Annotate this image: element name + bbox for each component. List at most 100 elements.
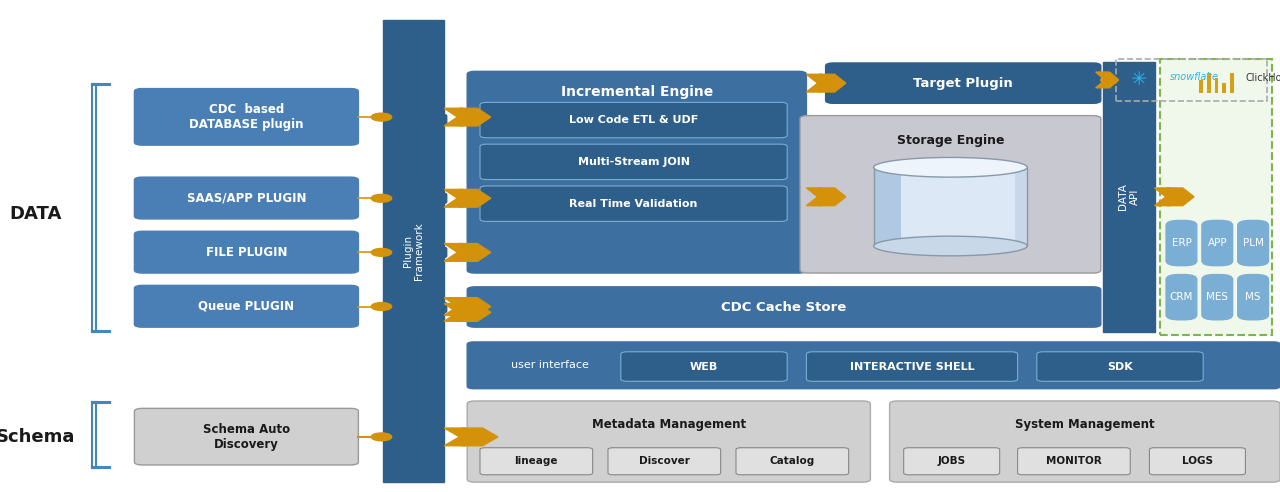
FancyBboxPatch shape <box>1202 275 1233 320</box>
Text: APP: APP <box>1207 238 1228 248</box>
Polygon shape <box>444 304 476 321</box>
Bar <box>92 331 110 332</box>
FancyBboxPatch shape <box>420 114 447 125</box>
FancyBboxPatch shape <box>420 247 447 258</box>
Text: DATA: DATA <box>10 205 61 223</box>
FancyBboxPatch shape <box>1238 220 1268 266</box>
FancyBboxPatch shape <box>806 352 1018 381</box>
Text: INTERACTIVE SHELL: INTERACTIVE SHELL <box>850 362 974 371</box>
FancyBboxPatch shape <box>467 71 806 273</box>
Text: ERP: ERP <box>1171 238 1192 248</box>
FancyBboxPatch shape <box>420 193 447 204</box>
Bar <box>1160 59 1272 335</box>
FancyBboxPatch shape <box>467 401 870 482</box>
Polygon shape <box>819 188 846 206</box>
Polygon shape <box>1155 188 1181 206</box>
Bar <box>92 84 110 85</box>
Polygon shape <box>806 188 833 206</box>
Text: MES: MES <box>1206 292 1229 302</box>
Circle shape <box>371 433 392 441</box>
Text: SAAS/APP PLUGIN: SAAS/APP PLUGIN <box>187 191 306 205</box>
Text: Target Plugin: Target Plugin <box>914 77 1012 90</box>
Text: Catalog: Catalog <box>769 456 815 466</box>
FancyBboxPatch shape <box>134 408 358 465</box>
Text: Low Code ETL & UDF: Low Code ETL & UDF <box>570 115 698 125</box>
Bar <box>873 167 1027 246</box>
FancyBboxPatch shape <box>826 63 1101 103</box>
Text: Schema: Schema <box>0 428 76 446</box>
FancyBboxPatch shape <box>1018 448 1130 475</box>
FancyBboxPatch shape <box>134 177 358 219</box>
Text: FILE PLUGIN: FILE PLUGIN <box>206 246 287 259</box>
Text: SDK: SDK <box>1107 362 1133 371</box>
Circle shape <box>371 303 392 310</box>
Bar <box>1207 73 1211 93</box>
Polygon shape <box>806 74 833 92</box>
Text: LOGS: LOGS <box>1181 456 1213 466</box>
FancyBboxPatch shape <box>480 102 787 138</box>
FancyBboxPatch shape <box>1037 352 1203 381</box>
Polygon shape <box>444 298 476 315</box>
Text: CDC  based
DATABASE plugin: CDC based DATABASE plugin <box>189 103 303 131</box>
FancyBboxPatch shape <box>467 287 1101 327</box>
Bar <box>92 84 96 332</box>
Polygon shape <box>460 298 490 315</box>
FancyBboxPatch shape <box>1166 220 1197 266</box>
FancyBboxPatch shape <box>736 448 849 475</box>
Bar <box>92 467 110 468</box>
Bar <box>92 402 96 468</box>
FancyBboxPatch shape <box>1238 275 1268 320</box>
Text: snowflake: snowflake <box>1170 72 1219 83</box>
Circle shape <box>371 113 392 121</box>
FancyBboxPatch shape <box>890 401 1280 482</box>
Polygon shape <box>460 108 490 126</box>
Bar <box>873 167 901 246</box>
Text: Incremental Engine: Incremental Engine <box>561 85 713 99</box>
FancyBboxPatch shape <box>904 448 1000 475</box>
FancyBboxPatch shape <box>800 116 1101 273</box>
Text: Plugin
Framework: Plugin Framework <box>403 222 424 280</box>
Bar <box>1222 83 1226 93</box>
Text: DATA
API: DATA API <box>1119 184 1139 210</box>
Polygon shape <box>460 189 490 207</box>
FancyBboxPatch shape <box>608 448 721 475</box>
Polygon shape <box>444 428 481 446</box>
Text: CRM: CRM <box>1170 292 1193 302</box>
Bar <box>1116 59 1267 101</box>
Text: System Management: System Management <box>1015 418 1155 431</box>
Text: Discover: Discover <box>639 456 690 466</box>
Bar <box>1215 78 1219 93</box>
FancyBboxPatch shape <box>480 448 593 475</box>
FancyBboxPatch shape <box>134 285 358 327</box>
Text: MONITOR: MONITOR <box>1046 456 1102 466</box>
FancyBboxPatch shape <box>134 89 358 145</box>
Polygon shape <box>1167 188 1194 206</box>
Bar <box>1015 167 1028 246</box>
Text: PLM: PLM <box>1243 238 1263 248</box>
FancyBboxPatch shape <box>1166 275 1197 320</box>
FancyBboxPatch shape <box>467 342 1280 389</box>
Circle shape <box>371 248 392 256</box>
Ellipse shape <box>873 236 1027 256</box>
Bar <box>873 167 1027 246</box>
Text: user interface: user interface <box>512 360 589 370</box>
Polygon shape <box>460 304 490 321</box>
FancyBboxPatch shape <box>480 186 787 221</box>
FancyBboxPatch shape <box>134 231 358 273</box>
Ellipse shape <box>873 157 1027 177</box>
Polygon shape <box>460 244 490 261</box>
Text: JOBS: JOBS <box>938 456 965 466</box>
FancyBboxPatch shape <box>1149 448 1245 475</box>
Circle shape <box>371 194 392 202</box>
FancyBboxPatch shape <box>420 302 447 313</box>
FancyBboxPatch shape <box>480 144 787 180</box>
Polygon shape <box>462 428 498 446</box>
Text: lineage: lineage <box>515 456 558 466</box>
Text: Metadata Management: Metadata Management <box>591 418 746 431</box>
Text: WEB: WEB <box>690 362 718 371</box>
Text: Real Time Validation: Real Time Validation <box>570 199 698 209</box>
FancyBboxPatch shape <box>1202 220 1233 266</box>
Text: Queue PLUGIN: Queue PLUGIN <box>198 300 294 313</box>
Text: CDC Cache Store: CDC Cache Store <box>722 301 846 313</box>
Bar <box>1230 73 1234 93</box>
